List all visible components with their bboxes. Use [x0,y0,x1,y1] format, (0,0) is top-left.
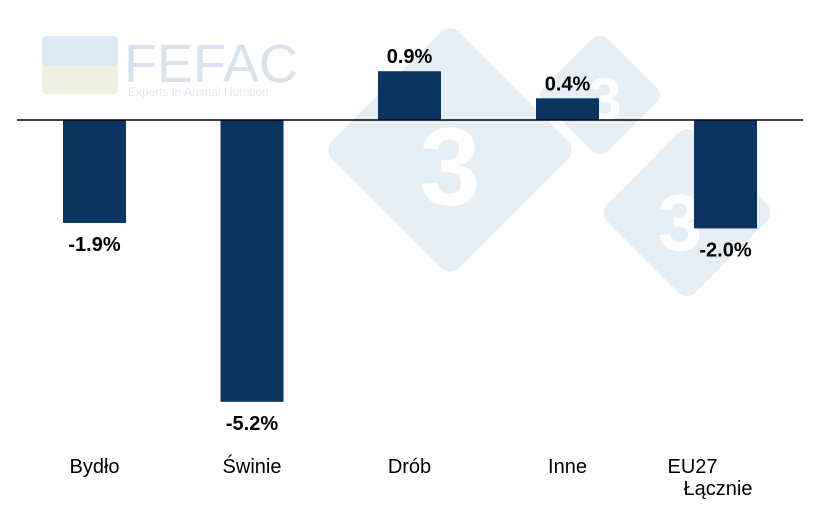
bar [220,120,284,402]
category-label: Drób [388,456,431,478]
svg-text:FEFAC: FEFAC [124,34,298,94]
category-label: Świnie [223,454,282,478]
data-label: 0.9% [387,46,433,68]
data-label: -5.2% [226,413,278,435]
data-label: -1.9% [68,234,120,256]
svg-text:3: 3 [419,106,480,229]
bar [694,120,757,229]
fefac-logo: FEFAC Experts in Animal Nutrition [42,34,298,99]
data-label: 0.4% [545,73,591,95]
category-label: EU27 Łącznie [668,456,753,500]
category-label: Inne [548,456,587,478]
watermark-diamond-icon: 3 [328,28,572,272]
bar [378,71,441,120]
bar [63,120,126,223]
watermark-diamond-icon: 3 [540,35,660,155]
bar [536,98,599,120]
category-label: Bydło [69,456,119,478]
svg-text:Experts in Animal Nutrition: Experts in Animal Nutrition [128,85,269,99]
data-label: -2.0% [699,239,751,261]
